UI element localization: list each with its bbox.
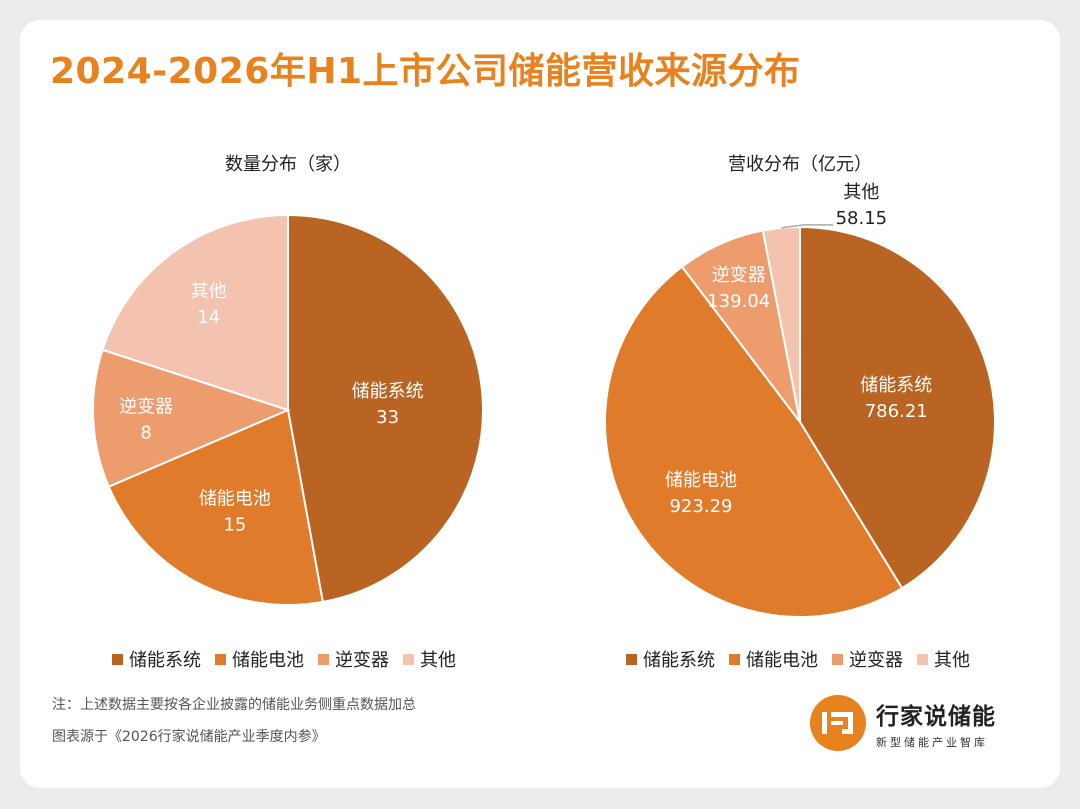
- legend-swatch: [917, 653, 928, 665]
- legend-label: 逆变器: [335, 650, 389, 671]
- count-chart-title: 数量分布（家）: [225, 154, 351, 175]
- slice-category-label: 储能电池: [199, 489, 271, 510]
- legend-swatch: [403, 653, 414, 665]
- legend-item: 逆变器: [318, 646, 389, 672]
- legend-label: 储能系统: [643, 650, 715, 671]
- legend-swatch: [626, 653, 637, 665]
- slice-category-label: 其他: [191, 281, 227, 302]
- slice-value-label: 33: [376, 407, 399, 428]
- slice-category-label: 储能系统: [860, 375, 932, 396]
- slice-category-label: 储能电池: [665, 470, 737, 491]
- legend-item: 储能电池: [729, 646, 818, 672]
- count-chart-legend: 储能系统 储能电池 逆变器 其他: [112, 646, 456, 672]
- source-note: 图表源于《2026行家说储能产业季度内参》: [52, 729, 326, 745]
- slice-label-3: 逆变器 8: [119, 396, 173, 443]
- page-title: 2024-2026年H1上市公司储能营收来源分布: [50, 51, 801, 92]
- slice-value-label: 786.21: [865, 401, 928, 422]
- slice-value-label: 923.29: [669, 496, 732, 517]
- slice-label-2: 储能电池 15: [199, 489, 271, 536]
- legend-swatch: [832, 653, 843, 665]
- legend-swatch: [215, 653, 226, 665]
- slice-label-4: 其他 58.15: [836, 182, 888, 229]
- hjs-logo-icon: [810, 695, 866, 751]
- slice-value-label: 15: [223, 515, 246, 536]
- count-pie-chart: 储能系统 33 储能电池 15 逆变器 8 其他 14: [92, 213, 484, 606]
- pie-slice-1: [799, 225, 996, 590]
- data-note: 注：上述数据主要按各企业披露的储能业务侧重点数据加总: [52, 697, 416, 713]
- legend-swatch: [729, 653, 740, 665]
- brand-logo: 行家说储能 新型储能产业智库: [810, 695, 996, 751]
- legend-swatch: [318, 653, 329, 665]
- legend-label: 逆变器: [849, 650, 903, 671]
- revenue-pie-chart: 储能系统 786.21 储能电池 923.29 逆变器 139.04 其他 58.15: [604, 182, 996, 618]
- slice-category-label: 逆变器: [712, 265, 766, 286]
- legend-item: 逆变器: [832, 646, 903, 672]
- legend-item: 储能电池: [215, 646, 304, 672]
- revenue-chart-legend: 储能系统 储能电池 逆变器 其他: [626, 646, 970, 672]
- leader-line: [781, 224, 834, 229]
- legend-item: 其他: [917, 646, 970, 672]
- legend-label: 储能电池: [232, 650, 304, 671]
- legend-label: 储能电池: [746, 650, 818, 671]
- pie-slice-2: [107, 408, 324, 606]
- slice-value-label: 58.15: [836, 208, 888, 229]
- pie-slice-3: [92, 348, 291, 488]
- legend-item: 储能系统: [626, 646, 715, 672]
- slice-category-label: 其他: [843, 182, 879, 203]
- legend-item: 储能系统: [112, 646, 201, 672]
- legend-swatch: [112, 653, 123, 665]
- slice-label-2: 储能电池 923.29: [665, 470, 737, 517]
- slice-value-label: 139.04: [707, 291, 770, 312]
- legend-item: 其他: [403, 646, 456, 672]
- slice-label-1: 储能系统 786.21: [860, 375, 932, 422]
- slice-category-label: 逆变器: [119, 396, 173, 417]
- legend-label: 其他: [934, 650, 970, 671]
- revenue-chart-title: 营收分布（亿元）: [728, 154, 872, 175]
- brand-tagline: 新型储能产业智库: [876, 735, 988, 749]
- slice-label-3: 逆变器 139.04: [707, 265, 770, 312]
- slice-category-label: 储能系统: [352, 381, 424, 402]
- brand-name: 行家说储能: [876, 703, 996, 730]
- pie-slice-2: [604, 265, 904, 618]
- pie-slice-1: [287, 213, 484, 604]
- legend-label: 其他: [420, 650, 456, 671]
- pie-slice-4: [101, 213, 289, 412]
- slice-label-4: 其他 14: [191, 281, 227, 328]
- slice-label-1: 储能系统 33: [352, 381, 424, 428]
- slice-value-label: 8: [140, 422, 151, 443]
- legend-label: 储能系统: [129, 650, 201, 671]
- slice-value-label: 14: [197, 307, 220, 328]
